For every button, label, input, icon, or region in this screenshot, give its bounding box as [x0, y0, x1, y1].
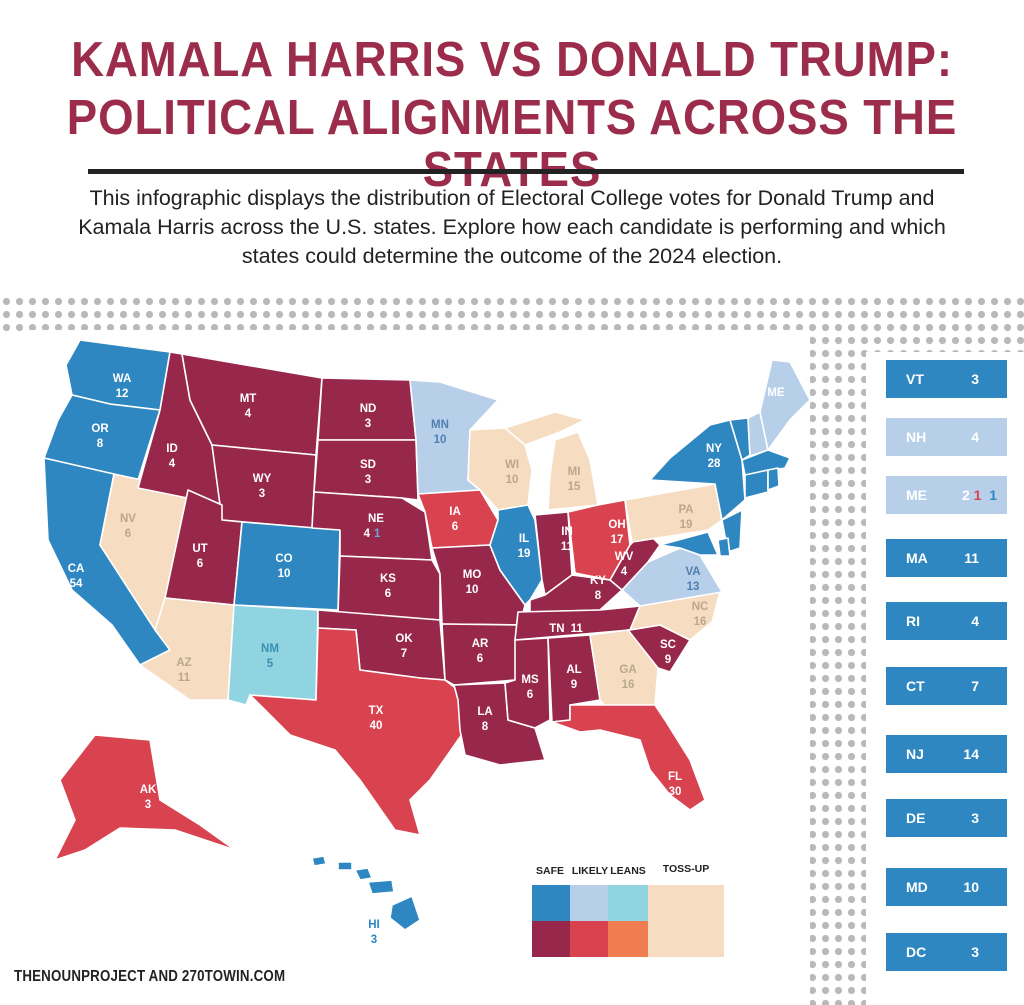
label-NY: NY 28 [706, 443, 722, 470]
title-line-1: KAMALA HARRIS VS DONALD TRUMP: [71, 33, 953, 87]
subtitle: This infographic displays the distributi… [78, 186, 946, 268]
small-state-MD: MD 10 [886, 868, 1007, 906]
label-WY: WY 3 [253, 473, 272, 500]
label-UT: UT 6 [192, 543, 207, 570]
state-WY [211, 444, 317, 529]
legend-safe-label: SAFE [536, 865, 564, 877]
small-state-DC: DC 3 [886, 933, 1007, 971]
small-state-CT: CT 7 [886, 667, 1007, 705]
state-SD [313, 439, 419, 501]
label-NC: NC 16 [692, 601, 709, 628]
small-state-VT: VT 3 [886, 360, 1007, 398]
label-NV: NV 6 [120, 513, 136, 540]
legend-tossup-swatch [648, 885, 724, 957]
small-state-MA: MA 11 [886, 539, 1007, 577]
label-CA: CA 54 [68, 563, 85, 590]
label-LA: LA 8 [477, 706, 492, 733]
legend-rep-likely-swatch [570, 921, 608, 957]
legend-leans-label: LEANS [610, 865, 646, 877]
label-OK: OK 7 [395, 633, 413, 660]
state-AK [54, 734, 236, 861]
title-line-2: POLITICAL ALIGNMENTS ACROSS THE STATES [66, 91, 958, 197]
source-credit: THENOUNPROJECT AND 270TOWIN.COM [14, 968, 286, 985]
label-AZ: AZ 11 [176, 657, 191, 684]
legend-tossup-label: TOSS-UP [663, 863, 709, 875]
label-TN: TN 11 [549, 623, 583, 635]
legend: SAFE LIKELY LEANS TOSS-UP [532, 863, 724, 957]
state-CT [744, 469, 769, 499]
label-AR: AR 6 [472, 638, 489, 665]
label-HI: HI 3 [368, 919, 380, 946]
state-ME [759, 359, 811, 451]
legend-dem-likely-swatch [570, 885, 608, 921]
label-KS: KS 6 [380, 573, 396, 600]
label-FL: FL 30 [668, 771, 682, 798]
state-CO [233, 521, 341, 611]
state-TX [249, 627, 466, 836]
state-MD [659, 531, 719, 556]
label-MO: MO 10 [463, 569, 482, 596]
label-ND: ND 3 [360, 403, 377, 430]
state-RI [767, 467, 780, 491]
label-IL: IL 19 [518, 533, 531, 560]
label-ME: ME [767, 387, 785, 399]
label-WI: WI 10 [505, 459, 519, 486]
legend-dem-safe-swatch [532, 885, 570, 921]
label-AL: AL 9 [566, 664, 581, 691]
small-state-DE: DE 3 [886, 799, 1007, 837]
state-IA [417, 489, 499, 549]
small-state-ME: ME 2 1 1 [886, 476, 1007, 514]
label-ID: ID 4 [166, 443, 178, 470]
label-WV: WV 4 [615, 551, 634, 578]
small-state-NH: NH 4 [886, 418, 1007, 456]
label-MT: MT 4 [240, 393, 257, 420]
state-MI-UP [504, 411, 586, 446]
label-IA: IA 6 [449, 506, 461, 533]
small-state-RI: RI 4 [886, 602, 1007, 640]
legend-likely-label: LIKELY [572, 865, 608, 877]
label-NM: NM 5 [261, 643, 279, 670]
label-KY: KY 8 [590, 575, 606, 602]
me-ev-rep: 1 [973, 487, 982, 503]
label-OR: OR 8 [91, 423, 109, 450]
label-MN: MN 10 [431, 419, 449, 446]
label-VA: VA 13 [685, 566, 700, 593]
label-CO: CO 10 [275, 553, 292, 580]
legend-rep-safe-swatch [532, 921, 570, 957]
label-NE: NE 4 1 [364, 513, 385, 540]
title-divider [88, 169, 964, 174]
state-KS [337, 555, 441, 621]
label-IN: IN 11 [561, 526, 574, 553]
state-FL [551, 704, 706, 811]
legend-rep-leans-swatch [608, 921, 648, 957]
state-AR [441, 623, 521, 686]
label-SC: SC 9 [660, 639, 676, 666]
label-OH: OH 17 [608, 519, 625, 546]
label-TX: TX 40 [369, 705, 384, 732]
label-MS: MS 6 [521, 674, 539, 701]
small-state-NJ: NJ 14 [886, 735, 1007, 773]
label-GA: GA 16 [619, 664, 636, 691]
label-PA: PA 19 [678, 504, 693, 531]
us-electoral-map: SAFE LIKELY LEANS TOSS-UP WA 12 OR 8 CA 54 … [43, 339, 811, 957]
label-WA: WA 12 [113, 373, 132, 400]
me-ev-dem: 1 [989, 487, 997, 503]
state-NM [227, 604, 319, 706]
legend-dem-leans-swatch [608, 885, 648, 921]
label-MI: MI 15 [568, 466, 581, 493]
state-DE [717, 537, 731, 557]
state-IL [489, 504, 543, 606]
state-labels: WA 12 OR 8 CA 54 NV 6 ID 4 MT 4 WY 3 UT 6 AZ 11 C… [68, 373, 785, 946]
me-ev-total: 2 [961, 487, 970, 503]
label-SD: SD 3 [360, 459, 376, 486]
state-PA [624, 483, 723, 543]
state-HI [311, 855, 421, 931]
label-AK: AK 3 [140, 784, 157, 811]
